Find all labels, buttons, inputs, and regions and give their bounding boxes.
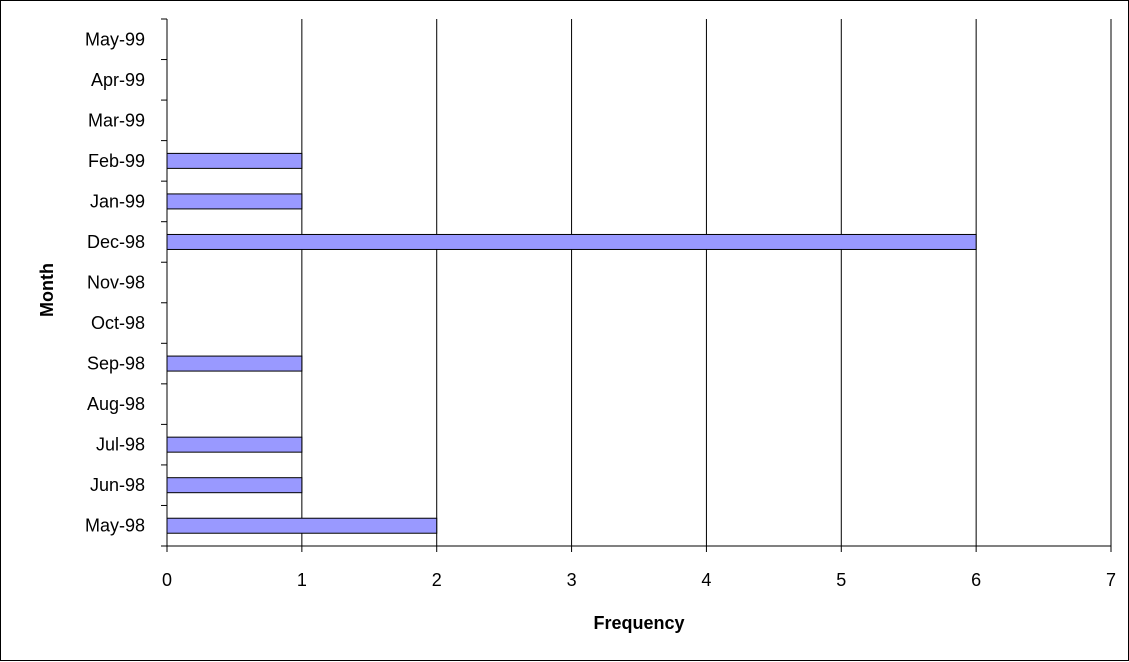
bar-7: [166, 233, 977, 250]
y-tick-label-11: Apr-99: [91, 70, 145, 90]
y-tick-label-3: Aug-98: [87, 394, 145, 414]
bar-4: [166, 355, 303, 372]
bar-1: [166, 477, 303, 494]
bar-9: [166, 152, 303, 169]
x-axis-title: Frequency: [593, 613, 684, 633]
y-tick-label-1: Jun-98: [90, 475, 145, 495]
x-tick-label-0: 0: [162, 570, 172, 590]
bars: [166, 152, 977, 534]
y-tick-label-4: Sep-98: [87, 354, 145, 374]
x-tick-label-3: 3: [567, 570, 577, 590]
y-tick-label-10: Mar-99: [88, 110, 145, 130]
bar-8: [166, 193, 303, 210]
x-tick-label-2: 2: [432, 570, 442, 590]
bar-0: [166, 517, 438, 534]
y-tick-label-0: May-98: [85, 516, 145, 536]
x-tick-label-1: 1: [297, 570, 307, 590]
y-tick-label-2: Jul-98: [96, 435, 145, 455]
y-tick-label-7: Dec-98: [87, 232, 145, 252]
x-tick-label-6: 6: [971, 570, 981, 590]
y-tick-label-5: Oct-98: [91, 313, 145, 333]
x-tick-label-5: 5: [836, 570, 846, 590]
axes: [161, 18, 1112, 552]
y-tick-label-9: Feb-99: [88, 151, 145, 171]
x-tick-label-4: 4: [701, 570, 711, 590]
y-tick-label-8: Jan-99: [90, 191, 145, 211]
x-tick-label-7: 7: [1106, 570, 1116, 590]
y-tick-label-12: May-99: [85, 29, 145, 49]
y-tick-labels: May-98 Jun-98 Jul-98 Aug-98 Sep-98 Oct-98 Nov-…: [85, 29, 145, 535]
x-tick-labels: 0 1 2 3 4 5 6 7: [162, 570, 1116, 590]
bar-2: [166, 436, 303, 453]
y-axis-title: Month: [37, 263, 57, 317]
gridlines: [301, 19, 1112, 546]
y-tick-label-6: Nov-98: [87, 273, 145, 293]
